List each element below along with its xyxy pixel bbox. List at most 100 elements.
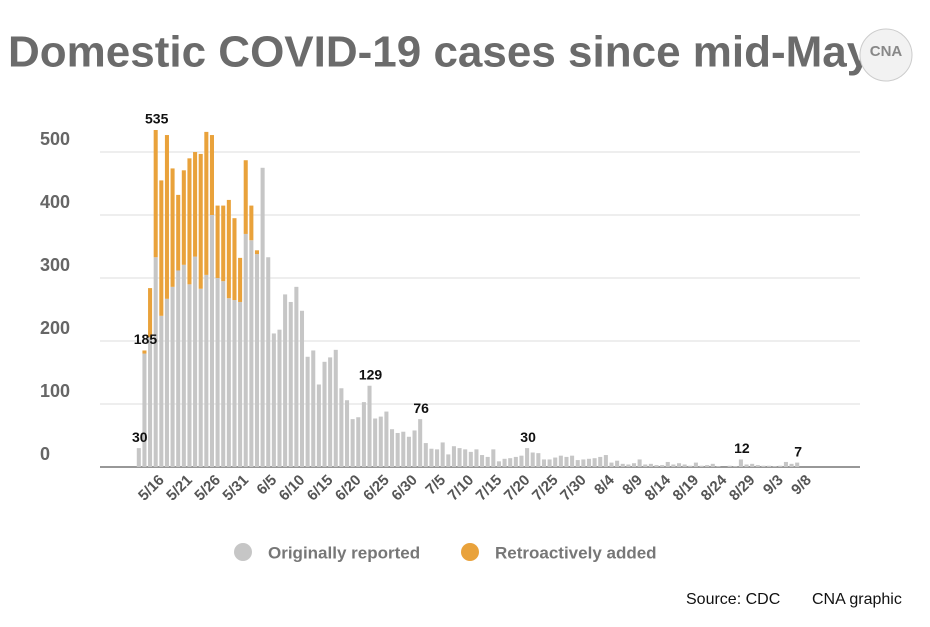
bar-segment bbox=[778, 465, 783, 467]
data-label: 12 bbox=[734, 440, 750, 456]
bar-segment bbox=[136, 448, 141, 467]
bar-segment bbox=[209, 135, 214, 216]
bar-segment bbox=[733, 466, 738, 467]
bar-segment bbox=[525, 448, 530, 467]
bar-segment bbox=[238, 257, 243, 302]
bar-segment bbox=[238, 301, 243, 467]
x-tick-label: 6/15 bbox=[304, 472, 337, 505]
bar-segment bbox=[699, 465, 704, 467]
bar-segment bbox=[496, 461, 501, 467]
bar-segment bbox=[429, 448, 434, 467]
bar-segment bbox=[581, 459, 586, 467]
x-tick-label: 9/3 bbox=[760, 472, 787, 499]
bar-segment bbox=[316, 384, 321, 467]
bar-segment bbox=[390, 429, 395, 467]
bar-segment bbox=[232, 300, 237, 467]
bar-segment bbox=[159, 180, 164, 316]
bar-segment bbox=[215, 278, 220, 467]
bar-segment bbox=[412, 430, 417, 467]
bar-segment bbox=[164, 135, 169, 299]
bar-segment bbox=[266, 257, 271, 467]
bar-segment bbox=[384, 411, 389, 467]
bar-segment bbox=[361, 402, 366, 467]
bar-segment bbox=[480, 455, 485, 467]
data-label: 7 bbox=[794, 443, 802, 459]
bar-segment bbox=[654, 465, 659, 467]
x-tick-label: 8/24 bbox=[698, 471, 731, 504]
bar-segment bbox=[772, 466, 777, 467]
bar-segment bbox=[626, 464, 631, 467]
bar-segment bbox=[682, 464, 687, 467]
bar-segment bbox=[356, 417, 361, 467]
bar-segment bbox=[299, 310, 305, 467]
bar-segment bbox=[795, 462, 800, 467]
bar-segment bbox=[176, 270, 181, 467]
bar-segment bbox=[598, 456, 603, 467]
bar-segment bbox=[451, 446, 456, 467]
y-tick-label: 500 bbox=[40, 129, 70, 149]
bar-segment bbox=[193, 256, 198, 467]
bar-segment bbox=[586, 458, 592, 467]
bar-segment bbox=[271, 333, 276, 467]
bar-segment bbox=[727, 465, 732, 467]
data-label: 76 bbox=[413, 400, 429, 416]
bar-segment bbox=[288, 301, 293, 467]
bar-segment bbox=[553, 457, 558, 467]
bar-segment bbox=[142, 350, 147, 354]
bar-segment bbox=[153, 130, 158, 258]
bar-segment bbox=[181, 170, 186, 265]
bar-segment bbox=[294, 286, 299, 467]
bar-segment bbox=[508, 458, 513, 467]
bar-segment bbox=[783, 461, 788, 467]
bar-segment bbox=[463, 449, 468, 467]
bar-segment bbox=[187, 284, 192, 467]
bar-segment bbox=[435, 449, 440, 467]
bar-segment bbox=[755, 465, 760, 467]
bar-segment bbox=[305, 356, 310, 467]
bar-segment bbox=[609, 462, 614, 467]
bar-segment bbox=[204, 274, 209, 467]
bar-segment bbox=[328, 357, 333, 467]
bar-segment bbox=[243, 160, 248, 234]
x-tick-label: 5/21 bbox=[163, 472, 196, 505]
data-label: 535 bbox=[145, 111, 169, 127]
x-tick-label: 8/29 bbox=[726, 472, 759, 505]
bar-segment bbox=[170, 168, 175, 287]
bar-segment bbox=[710, 463, 715, 467]
bar-segment bbox=[333, 349, 338, 467]
data-label: 129 bbox=[359, 366, 383, 382]
bar-segment bbox=[665, 461, 670, 467]
bar-segment bbox=[148, 337, 153, 467]
x-tick-label: 5/31 bbox=[219, 472, 252, 505]
bar-segment bbox=[181, 264, 186, 467]
bar-segment bbox=[209, 215, 214, 467]
bar-segment bbox=[716, 466, 721, 467]
x-tick-label: 5/16 bbox=[135, 472, 168, 505]
bar-segment bbox=[660, 465, 665, 467]
bar-segment bbox=[648, 463, 653, 467]
bar-segment bbox=[406, 436, 411, 467]
bar-segment bbox=[530, 452, 535, 467]
bar-segment bbox=[254, 250, 260, 255]
bar-segment bbox=[215, 205, 220, 279]
bar-segment bbox=[693, 462, 698, 467]
bar-segment bbox=[457, 448, 462, 467]
legend-swatch bbox=[234, 543, 252, 561]
bar-segment bbox=[513, 456, 518, 467]
bar-segment bbox=[249, 240, 254, 467]
bar-segment bbox=[671, 464, 676, 467]
bar-segment bbox=[148, 288, 153, 338]
bar-segment bbox=[221, 205, 226, 282]
bar-segment bbox=[750, 463, 755, 467]
legend-label: Originally reported bbox=[268, 543, 420, 562]
x-tick-label: 7/15 bbox=[473, 472, 506, 505]
bar-segment bbox=[283, 294, 288, 467]
bar-segment bbox=[249, 205, 254, 241]
bar-segment bbox=[322, 361, 327, 467]
bar-segment bbox=[603, 455, 608, 467]
bar-segment bbox=[373, 418, 378, 467]
bar-segment bbox=[142, 353, 147, 467]
bar-segment bbox=[519, 455, 524, 467]
source: Source: CDC bbox=[686, 591, 780, 608]
